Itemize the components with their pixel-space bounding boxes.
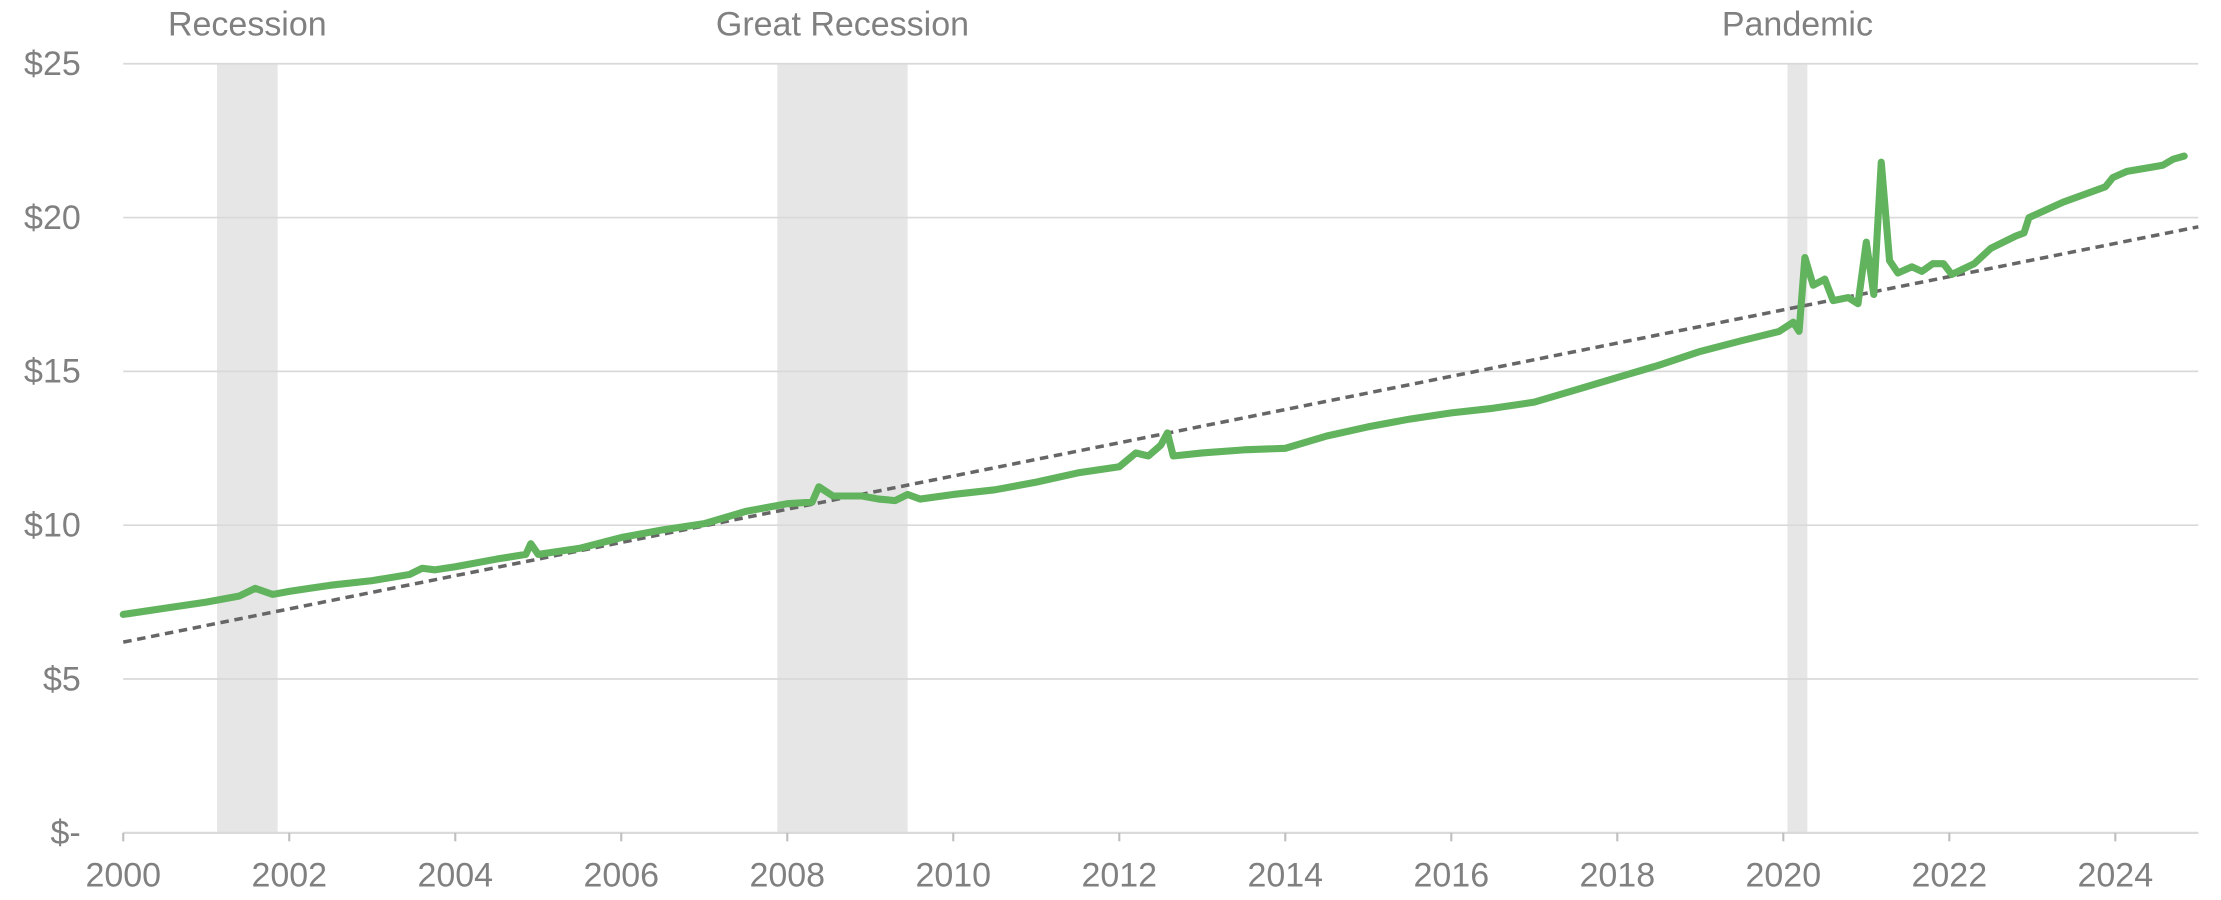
y-tick-label: $5 xyxy=(43,660,81,698)
period-label: Recession xyxy=(168,5,327,43)
x-tick-label: 2008 xyxy=(749,857,825,895)
x-tick-label: 2000 xyxy=(85,857,161,895)
period-label: Pandemic xyxy=(1722,5,1873,43)
data-line xyxy=(119,152,2188,618)
x-tick-label: 2010 xyxy=(915,857,991,895)
shaded-period xyxy=(217,63,278,833)
x-tick-label: 2004 xyxy=(417,857,493,895)
shaded-period xyxy=(777,63,908,833)
y-tick-label: $25 xyxy=(24,45,81,83)
x-tick-label: 2022 xyxy=(1912,857,1988,895)
shaded-period xyxy=(1787,63,1808,833)
x-tick-label: 2020 xyxy=(1745,857,1821,895)
y-tick-label: $10 xyxy=(24,507,81,545)
y-tick-label: $- xyxy=(51,814,81,852)
x-tick-label: 2006 xyxy=(583,857,659,895)
trend-line xyxy=(122,225,2199,644)
x-tick-label: 2002 xyxy=(251,857,327,895)
period-label: Great Recession xyxy=(716,5,969,43)
y-tick-label: $15 xyxy=(24,353,81,391)
y-tick-label: $20 xyxy=(24,199,81,237)
x-tick-label: 2016 xyxy=(1413,857,1489,895)
x-tick-label: 2024 xyxy=(2078,857,2154,895)
x-tick-label: 2014 xyxy=(1247,857,1323,895)
x-tick-label: 2012 xyxy=(1081,857,1157,895)
x-tick-label: 2018 xyxy=(1579,857,1655,895)
